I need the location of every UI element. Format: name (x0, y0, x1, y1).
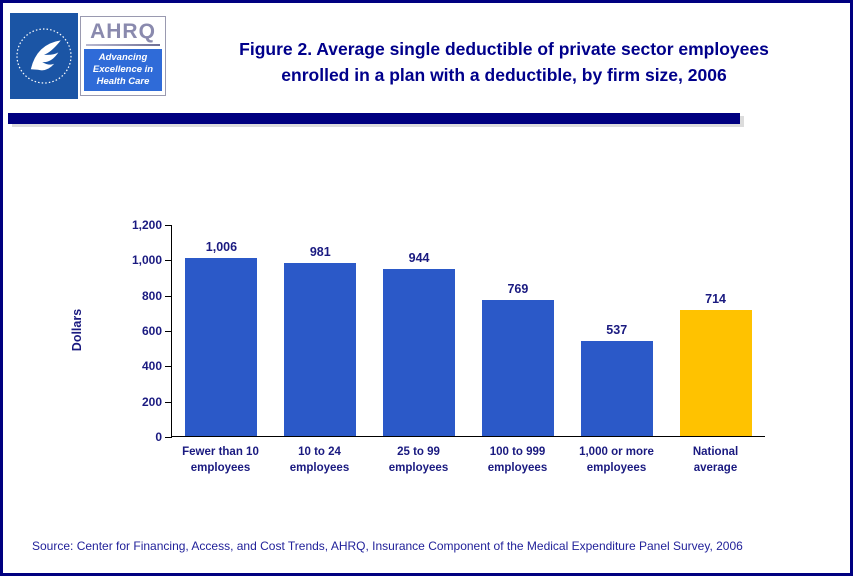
y-tick-label: 1,000 (131, 253, 162, 268)
y-tick-mark (165, 260, 172, 262)
bar-value-label: 981 (309, 244, 331, 259)
ahrq-tagline-line: Health Care (96, 75, 150, 87)
bar (481, 300, 554, 436)
x-category-label: 100 to 999 employees (487, 446, 548, 475)
y-tick-mark (165, 437, 172, 438)
ahrq-wordmark: AHRQ (90, 20, 156, 43)
ahrq-logo: AHRQ Advancing Excellence in Health Care (80, 16, 166, 96)
ahrq-tagline-line: Advancing (98, 52, 148, 63)
hhs-eagle-icon (16, 28, 72, 84)
bar-column: 1,006 (172, 225, 271, 436)
y-tick-mark (165, 295, 172, 297)
y-tick-mark (165, 331, 172, 332)
y-tick-label: 600 (141, 324, 162, 338)
figure-title-line1: Figure 2. Average single deductible of p… (239, 39, 769, 59)
bar (679, 309, 752, 436)
hhs-logo (10, 13, 78, 99)
y-tick-label: 400 (141, 359, 162, 374)
y-axis-title: Dollars (70, 308, 84, 352)
x-category-label: 1,000 or more employees (579, 446, 654, 475)
bar-chart-plot-area: 0 200 400 600 800 1,000 1,200 1,006 981 944 769 537… (132, 218, 765, 444)
bar-column: 769 (468, 225, 567, 436)
bar-value-label: 714 (705, 291, 726, 306)
y-tick-label: 800 (141, 288, 162, 303)
bar (383, 269, 456, 436)
x-category-label: Fewer than 10 employees (182, 446, 259, 475)
ahrq-tagline: Advancing Excellence in Health Care (84, 49, 162, 91)
bar-column: 714 (666, 225, 765, 436)
figure-title-line2: enrolled in a plan with a deductible, by… (281, 65, 727, 86)
y-tick-mark (165, 401, 172, 403)
y-tick-label: 200 (141, 394, 162, 409)
bar-value-label: 537 (606, 323, 628, 338)
bar-column: 944 (370, 225, 469, 436)
figure-title: Figure 2. Average single deductible of p… (171, 36, 837, 89)
x-category-label: 25 to 99 employees (388, 446, 449, 475)
bar (284, 262, 357, 436)
x-category-label: 10 to 24 employees (289, 446, 350, 475)
bar (185, 258, 258, 436)
y-tick-mark (165, 225, 172, 226)
source-note: Source: Center for Financing, Access, an… (32, 539, 743, 553)
bar-value-label: 769 (507, 282, 529, 297)
ahrq-divider (86, 44, 160, 46)
bar-value-label: 944 (408, 251, 430, 266)
x-category-label: National average (692, 446, 739, 475)
bar (580, 341, 653, 436)
y-tick-mark (165, 366, 172, 368)
bar-column: 981 (271, 225, 370, 436)
bar-value-label: 1,006 (205, 240, 238, 255)
bar-column: 537 (567, 225, 666, 436)
header-divider-bar (8, 113, 740, 124)
y-tick-label: 1,200 (131, 218, 162, 232)
y-tick-label: 0 (155, 430, 162, 444)
x-axis-labels: Fewer than 10 employees 10 to 24 employee… (171, 444, 765, 476)
ahrq-tagline-line: Excellence in (92, 63, 154, 75)
bars-row: 1,006 981 944 769 537 714 (172, 225, 765, 436)
